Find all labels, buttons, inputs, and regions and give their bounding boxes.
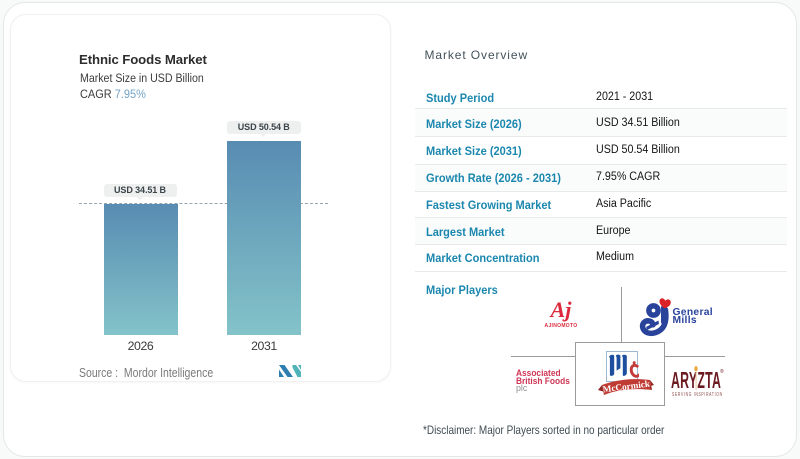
svg-text:McCormick: McCormick xyxy=(602,378,651,394)
